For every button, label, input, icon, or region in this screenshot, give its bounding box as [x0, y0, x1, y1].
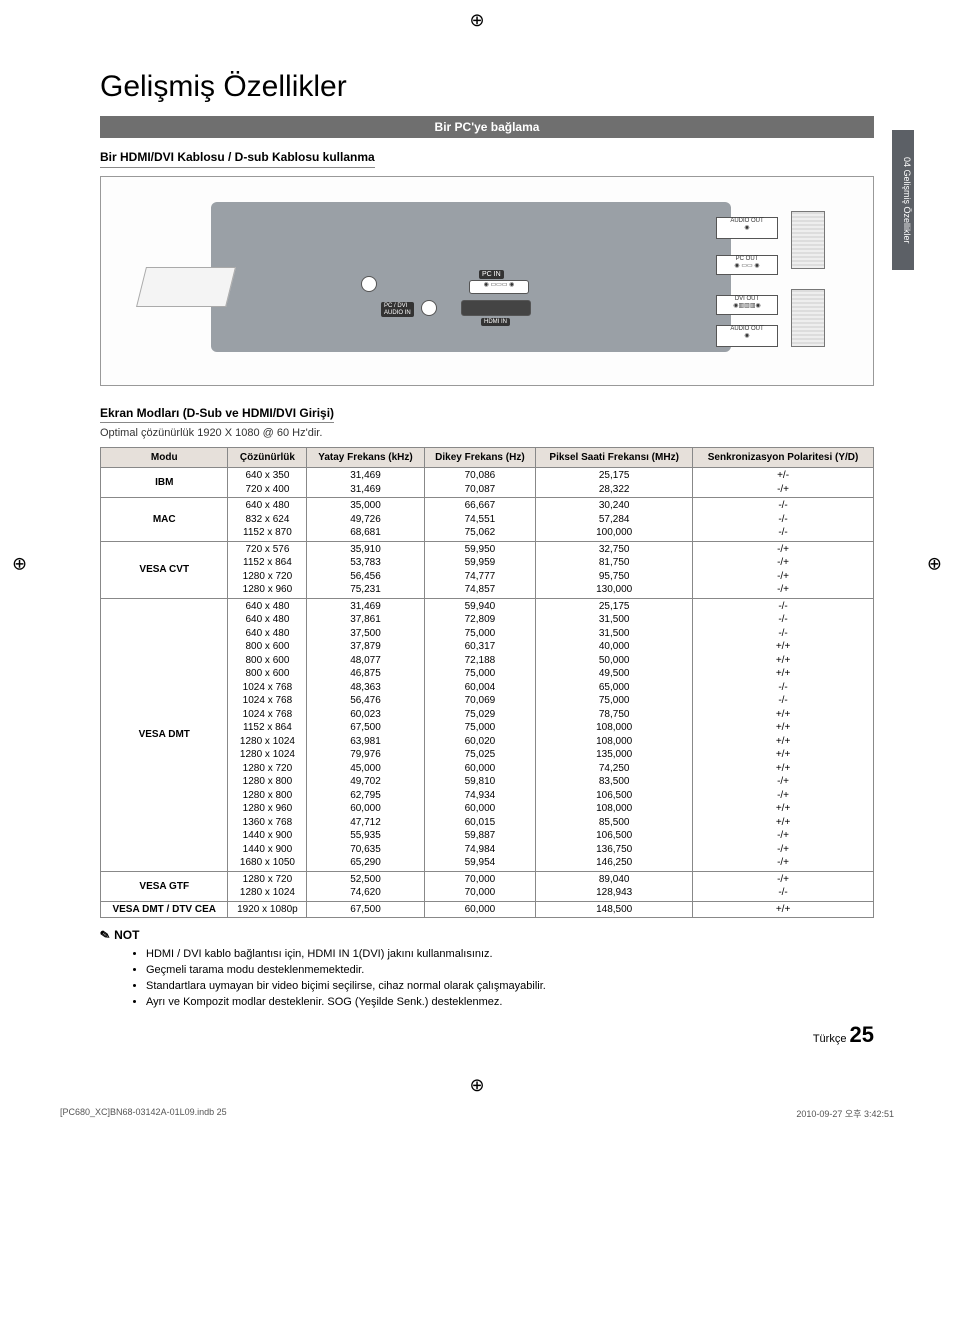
- data-cell: -/--/--/-: [693, 498, 874, 542]
- data-cell: -/+-/+-/+-/+: [693, 541, 874, 598]
- page-title: Gelişmiş Özellikler: [100, 70, 874, 104]
- table-row: VESA CVT720 x 5761152 x 8641280 x 720128…: [101, 541, 874, 598]
- data-cell: 1280 x 7201280 x 1024: [228, 871, 307, 901]
- audio-out-box-1: AUDIO OUT ◉: [716, 217, 778, 239]
- col-hfreq: Yatay Frekans (kHz): [307, 448, 424, 468]
- connection-diagram: PC IN ◉ ▭▭▭ ◉ PC / DVIAUDIO IN HDMI IN A…: [100, 176, 874, 386]
- table-row: VESA DMT640 x 480640 x 480640 x 480800 x…: [101, 598, 874, 871]
- not-list: HDMI / DVI kablo bağlantısı için, HDMI I…: [146, 948, 874, 1008]
- data-cell: 25,17531,50031,50040,00050,00049,50065,0…: [536, 598, 693, 871]
- mode-cell: VESA DMT / DTV CEA: [101, 901, 228, 918]
- data-cell: 59,95059,95974,77774,857: [424, 541, 536, 598]
- audio-in-port: [421, 300, 437, 316]
- footer-page: Türkçe 25: [100, 1022, 874, 1048]
- data-cell: 640 x 350720 x 400: [228, 468, 307, 498]
- hdmi-in-label: HDMI IN: [481, 318, 510, 326]
- not-title: ✎NOT: [100, 928, 874, 942]
- subheading-hdmi: Bir HDMI/DVI Kablosu / D-sub Kablosu kul…: [100, 150, 375, 168]
- data-cell: 31,46931,469: [307, 468, 424, 498]
- footer-page-num: 25: [850, 1022, 874, 1047]
- mode-cell: MAC: [101, 498, 228, 542]
- pc-tower-2: [791, 289, 825, 347]
- audio-out-box-2: AUDIO OUT ◉: [716, 325, 778, 347]
- table-row: IBM640 x 350720 x 40031,46931,46970,0867…: [101, 468, 874, 498]
- pc-out-box: PC OUT ◉ ▭▭ ◉: [716, 255, 778, 275]
- data-cell: 25,17528,322: [536, 468, 693, 498]
- col-vfreq: Dikey Frekans (Hz): [424, 448, 536, 468]
- dvi-out-box: DVI OUT ◉▥▥▥◉: [716, 295, 778, 315]
- data-cell: 70,00070,000: [424, 871, 536, 901]
- print-timestamp: 2010-09-27 오후 3:42:51: [796, 1107, 894, 1120]
- data-cell: 32,75081,75095,750130,000: [536, 541, 693, 598]
- modes-table: Modu Çözünürlük Yatay Frekans (kHz) Dike…: [100, 447, 874, 918]
- mode-cell: VESA DMT: [101, 598, 228, 871]
- bottom-meta: [PC680_XC]BN68-03142A-01L09.indb 25 2010…: [60, 1107, 894, 1120]
- pc-dvi-audio-label: PC / DVIAUDIO IN: [381, 302, 414, 317]
- data-cell: +/+: [693, 901, 874, 918]
- not-item: Geçmeli tarama modu desteklenmemektedir.: [146, 964, 874, 976]
- data-cell: 89,040128,943: [536, 871, 693, 901]
- data-cell: 640 x 480640 x 480640 x 480800 x 600800 …: [228, 598, 307, 871]
- not-block: ✎NOT HDMI / DVI kablo bağlantısı için, H…: [100, 928, 874, 1008]
- footer-lang: Türkçe: [813, 1033, 847, 1045]
- tv-frame-graphic: PC IN ◉ ▭▭▭ ◉ PC / DVIAUDIO IN HDMI IN: [211, 202, 731, 352]
- data-cell: 1920 x 1080p: [228, 901, 307, 918]
- section-bar: Bir PC'ye bağlama: [100, 116, 874, 138]
- note-icon: ✎: [99, 927, 111, 943]
- data-cell: +/--/+: [693, 468, 874, 498]
- laptop-graphic: [136, 267, 236, 307]
- pc-in-port: ◉ ▭▭▭ ◉: [469, 280, 529, 294]
- pc-tower-1: [791, 211, 825, 269]
- table-header-row: Modu Çözünürlük Yatay Frekans (kHz) Dike…: [101, 448, 874, 468]
- data-cell: -/--/--/-+/++/++/+-/--/-+/++/++/++/++/+-…: [693, 598, 874, 871]
- data-cell: 52,50074,620: [307, 871, 424, 901]
- data-cell: 31,46937,86137,50037,87948,07746,87548,3…: [307, 598, 424, 871]
- col-pixel: Piksel Saati Frekansı (MHz): [536, 448, 693, 468]
- data-cell: 59,94072,80975,00060,31772,18875,00060,0…: [424, 598, 536, 871]
- data-cell: 148,500: [536, 901, 693, 918]
- mode-cell: IBM: [101, 468, 228, 498]
- data-cell: -/+-/-: [693, 871, 874, 901]
- ant-port: [361, 276, 377, 292]
- page-content: Gelişmiş Özellikler Bir PC'ye bağlama Bi…: [0, 0, 954, 1068]
- optimal-resolution-note: Optimal çözünürlük 1920 X 1080 @ 60 Hz'd…: [100, 427, 874, 439]
- not-item: HDMI / DVI kablo bağlantısı için, HDMI I…: [146, 948, 874, 960]
- data-cell: 35,91053,78356,45675,231: [307, 541, 424, 598]
- data-cell: 66,66774,55175,062: [424, 498, 536, 542]
- table-row: VESA GTF1280 x 7201280 x 102452,50074,62…: [101, 871, 874, 901]
- data-cell: 640 x 480832 x 6241152 x 870: [228, 498, 307, 542]
- data-cell: 67,500: [307, 901, 424, 918]
- data-cell: 35,00049,72668,681: [307, 498, 424, 542]
- table-row: MAC640 x 480832 x 6241152 x 87035,00049,…: [101, 498, 874, 542]
- indb-filename: [PC680_XC]BN68-03142A-01L09.indb 25: [60, 1107, 227, 1120]
- mode-cell: VESA CVT: [101, 541, 228, 598]
- table-row: VESA DMT / DTV CEA1920 x 1080p67,50060,0…: [101, 901, 874, 918]
- col-mode: Modu: [101, 448, 228, 468]
- col-sync: Senkronizasyon Polaritesi (Y/D): [693, 448, 874, 468]
- not-item: Standartlara uymayan bir video biçimi se…: [146, 980, 874, 992]
- mode-cell: VESA GTF: [101, 871, 228, 901]
- data-cell: 70,08670,087: [424, 468, 536, 498]
- data-cell: 720 x 5761152 x 8641280 x 7201280 x 960: [228, 541, 307, 598]
- crop-mark-bottom: ⊕: [469, 1075, 484, 1096]
- not-item: Ayrı ve Kompozit modlar desteklenir. SOG…: [146, 996, 874, 1008]
- hdmi-port: [461, 300, 531, 316]
- data-cell: 60,000: [424, 901, 536, 918]
- subheading-modes: Ekran Modları (D-Sub ve HDMI/DVI Girişi): [100, 406, 334, 423]
- pc-in-label: PC IN: [479, 270, 504, 279]
- col-res: Çözünürlük: [228, 448, 307, 468]
- data-cell: 30,24057,284100,000: [536, 498, 693, 542]
